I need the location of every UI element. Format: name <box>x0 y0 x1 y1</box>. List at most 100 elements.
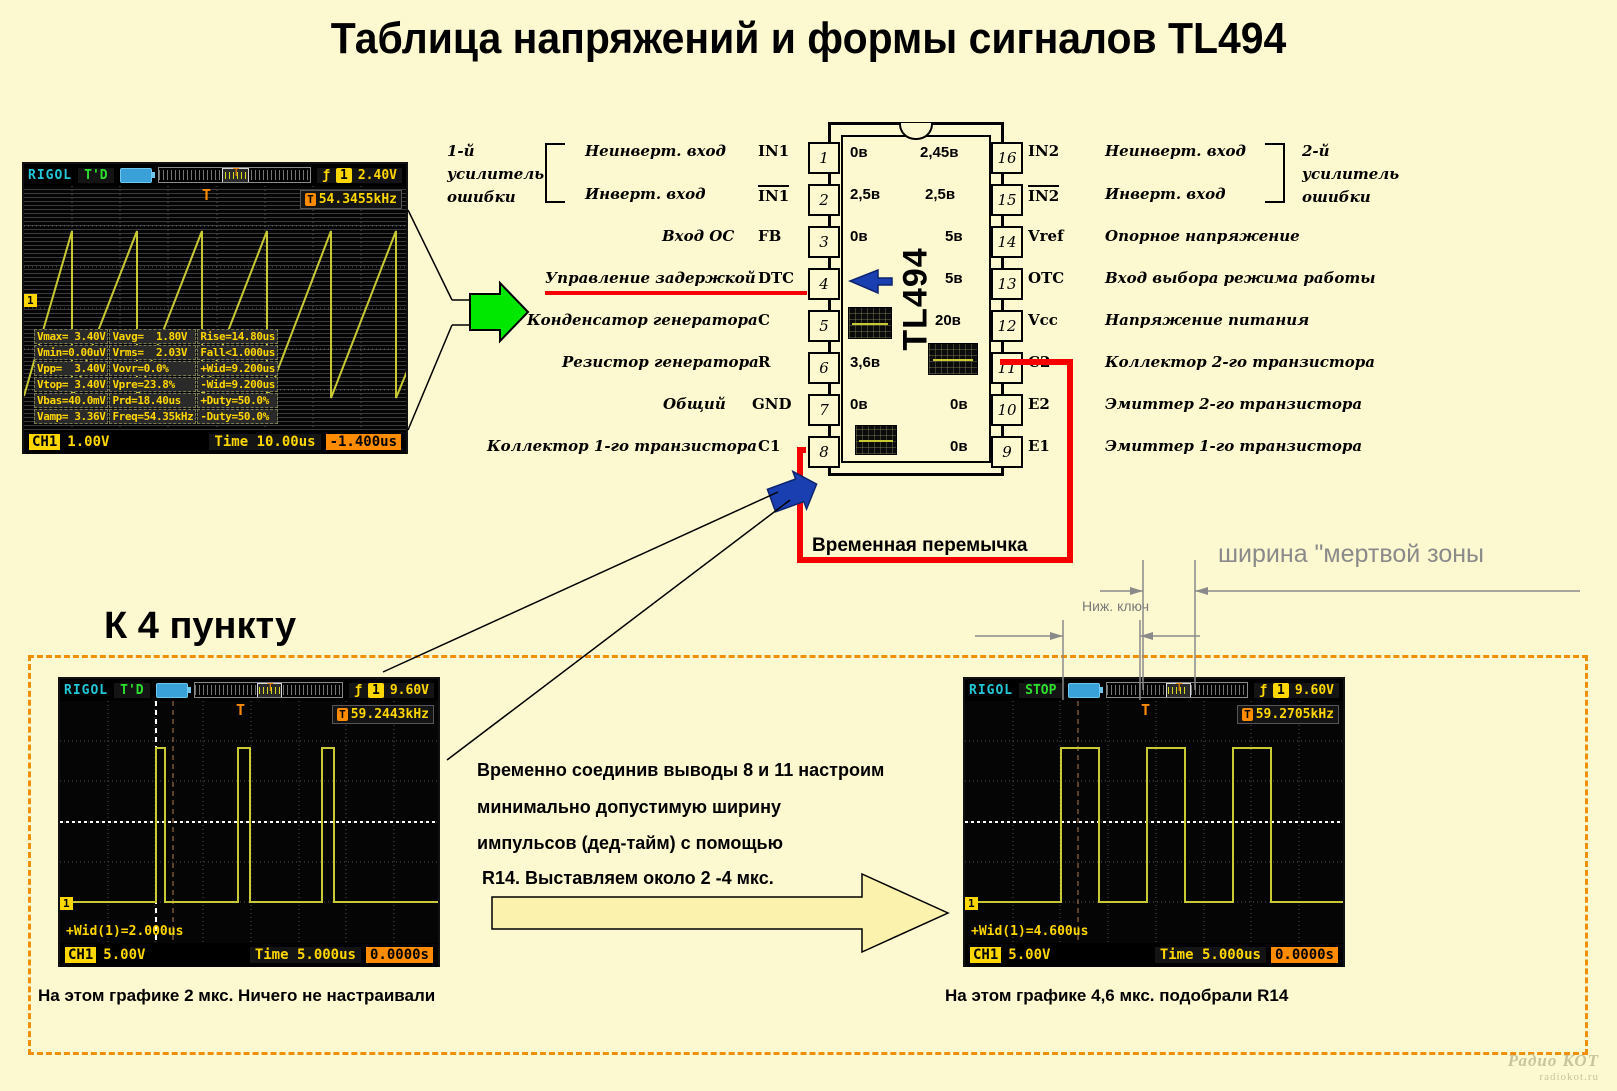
pin-code-14: Vref <box>1028 227 1064 245</box>
channel-ground-marker: 1 <box>60 897 73 910</box>
tl494-chip-body: TL494 <box>828 122 1004 476</box>
jumper-label: Временная перемычка <box>812 535 1028 556</box>
pin-box-14[interactable]: 14 <box>991 226 1023 258</box>
trigger-position-marker: T <box>1141 701 1151 719</box>
bracket-left-amp <box>545 143 565 203</box>
pin-label-3: Вход ОС <box>662 227 735 245</box>
ch1-badge: CH1 <box>970 947 1002 963</box>
ch1-scale-value: 5.00V <box>1008 947 1051 963</box>
channel-indicator: 1 <box>336 167 352 183</box>
meas-cell: +Wid=9.200us <box>197 361 279 376</box>
waveform-icon-pin8 <box>855 425 897 455</box>
pin-box-9[interactable]: 9 <box>991 436 1023 468</box>
channel-indicator: 1 <box>368 682 384 698</box>
pin-label-11: Коллектор 2-го транзистора <box>1105 353 1375 371</box>
meas-cell: Freq=54.35kHz <box>109 409 197 424</box>
green-arrow-icon <box>469 280 530 344</box>
meas-cell: Vovr=0.0% <box>109 361 197 376</box>
trigger-delay-value: -1.400us <box>325 434 401 450</box>
pin-label-10: Эмиттер 2-го транзистора <box>1105 395 1363 413</box>
meas-cell: Rise=14.80us <box>197 329 279 344</box>
frequency-readout: T 59.2705kHz <box>1237 705 1339 724</box>
pin-box-5[interactable]: 5 <box>808 310 840 342</box>
voltage-pin-16: 2,45в <box>920 144 959 161</box>
pin-box-7[interactable]: 7 <box>808 394 840 426</box>
watermark-line2: radiokot.ru <box>1539 1071 1599 1083</box>
meas-cell: Vtop= 3.40V <box>34 377 109 392</box>
trigger-edge-icon: ƒ <box>1259 682 1268 698</box>
scope-bottom-statusbar: CH1 1.00V Time 10.00us -1.400us <box>24 430 406 454</box>
pin-label-5: Конденсатор генератора <box>527 311 758 329</box>
meas-cell: Vmax= 3.40V <box>34 329 109 344</box>
oscilloscope-screenshot-top: RIGOL T'D T ƒ 1 2.40V T T 54 <box>22 162 408 454</box>
pin-code-9: E1 <box>1028 437 1050 455</box>
pin-code-1: IN1 <box>758 142 790 160</box>
trigger-delay-value: 0.0000s <box>365 947 433 963</box>
trigger-readout: ƒ 1 2.40V <box>317 167 402 183</box>
waveform-icon-pin5 <box>848 307 892 339</box>
pin-code-3: FB <box>758 227 782 245</box>
caption-left-scope: На этом графике 2 мкс. Ничего не настраи… <box>38 986 436 1005</box>
trigger-position-marker: T <box>236 701 246 719</box>
ch1-scale-value: 1.00V <box>67 434 110 450</box>
measurement-table: Vmax= 3.40V Vavg= 1.80V Rise=14.80us Vmi… <box>34 329 279 424</box>
memory-depth-bar: T <box>193 682 344 698</box>
pin-box-16[interactable]: 16 <box>991 142 1023 174</box>
section-heading: К 4 пункту <box>104 605 297 647</box>
caption-right-scope: На этом графике 4,6 мкс. подобрали R14 <box>945 986 1289 1005</box>
pin-box-1[interactable]: 1 <box>808 142 840 174</box>
pin-code-8: C1 <box>758 437 781 455</box>
trigger-readout: ƒ 1 9.60V <box>1254 682 1339 698</box>
battery-icon <box>119 167 155 183</box>
pin-label-1: Неинверт. вход <box>585 142 726 160</box>
scope-mode-label: T'D <box>78 167 114 183</box>
pin-box-6[interactable]: 6 <box>808 352 840 384</box>
timebase-value: Time 5.000us <box>1154 947 1266 963</box>
scope-bl-bottombar: CH1 5.00V Time 5.000us 0.0000s <box>60 943 438 967</box>
voltage-pin-15: 2,5в <box>925 186 956 203</box>
error-amp-2-line2: усилитель <box>1302 165 1400 183</box>
pin-box-3[interactable]: 3 <box>808 226 840 258</box>
bracket-right-amp <box>1265 143 1285 203</box>
oscilloscope-screenshot-bottom-left: RIGOL T'D T ƒ 1 9.60V <box>58 677 440 967</box>
section-dashed-border <box>28 655 1588 1055</box>
pin-label-15: Инверт. вход <box>1105 185 1226 203</box>
trigger-position-marker: T <box>202 186 212 204</box>
trigger-level-value: 2.40V <box>357 167 397 183</box>
meas-cell: +Duty=50.0% <box>197 393 279 408</box>
trigger-level-value: 9.60V <box>389 682 429 698</box>
pin-box-12[interactable]: 12 <box>991 310 1023 342</box>
pin-box-15[interactable]: 15 <box>991 184 1023 216</box>
blue-arrow-pin8-icon <box>766 469 818 513</box>
pin-box-4[interactable]: 4 <box>808 268 840 300</box>
meas-cell: -Wid=9.200us <box>197 377 279 392</box>
error-amp-1-line2: усилитель <box>447 165 545 183</box>
channel-indicator: 1 <box>1273 682 1289 698</box>
width-measurement: +Wid(1)=2.000us <box>66 924 184 939</box>
scope-br-statusbar: RIGOL STOP T ƒ 1 9.60V <box>965 679 1343 701</box>
channel-ground-marker: 1 <box>24 294 37 307</box>
pin-box-10[interactable]: 10 <box>991 394 1023 426</box>
error-amp-2-line3: ошибки <box>1302 188 1371 206</box>
voltage-pin-6: 3,6в <box>850 354 881 371</box>
scope-br-grid: T T 59.2705kHz 1 +Wid(1)=4.600us <box>965 701 1343 943</box>
pin-box-2[interactable]: 2 <box>808 184 840 216</box>
pin-box-11[interactable]: 11 <box>991 352 1023 384</box>
instruction-line-4: R14. Выставляем около 2 -4 мкс. <box>482 868 774 888</box>
scope-mode-label: STOP <box>1019 682 1063 698</box>
scope-brand-label: RIGOL <box>969 682 1014 698</box>
trigger-edge-icon: ƒ <box>354 682 363 698</box>
pin-box-8[interactable]: 8 <box>808 436 840 468</box>
voltage-pin-9: 0в <box>950 438 968 455</box>
scope-mode-label: T'D <box>114 682 150 698</box>
channel-ground-marker: 1 <box>965 897 978 910</box>
scope-waveform-grid: T T 54.3455kHz 1 Vmax= 3.40V Vavg= 1.80V … <box>24 186 406 430</box>
meas-cell: Vavg= 1.80V <box>109 329 197 344</box>
pin-box-13[interactable]: 13 <box>991 268 1023 300</box>
pin-code-12: Vcc <box>1028 311 1058 329</box>
instruction-line-3: импульсов (дед-тайм) с помощью <box>477 833 783 853</box>
voltage-pin-14: 5в <box>945 228 963 245</box>
frequency-readout: T 59.2443kHz <box>332 705 434 724</box>
trigger-level-value: 9.60V <box>1294 682 1334 698</box>
pin-code-15: IN2 <box>1028 185 1060 205</box>
